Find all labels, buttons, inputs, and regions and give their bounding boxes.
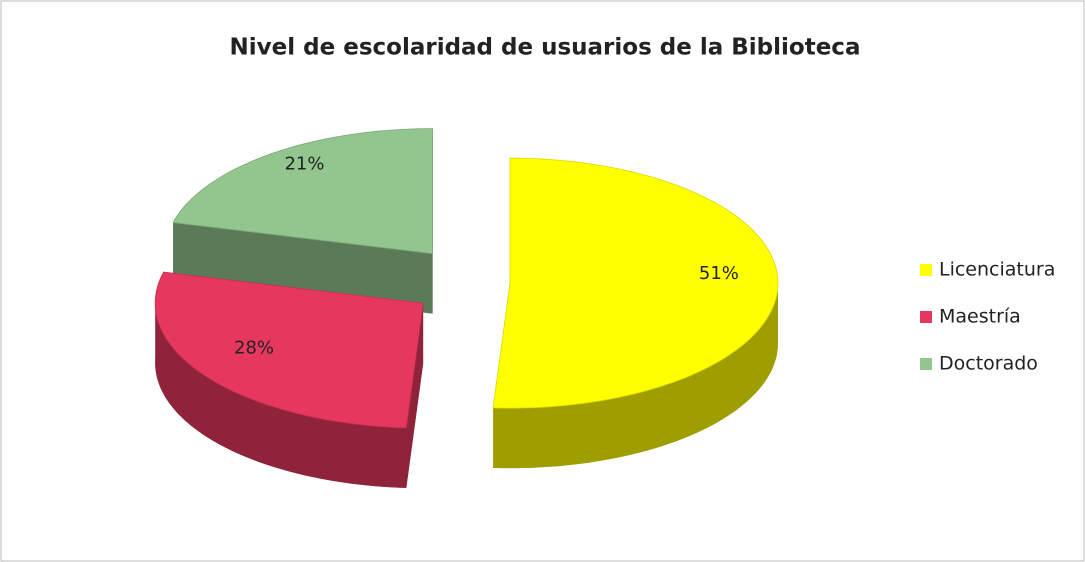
legend-label: Licenciatura xyxy=(939,259,1055,281)
pie-slice xyxy=(154,271,424,429)
legend-swatch xyxy=(920,358,932,370)
pie-slice-group: 51% xyxy=(492,157,779,469)
data-label: 51% xyxy=(699,263,739,284)
pie-slice xyxy=(172,128,433,255)
pie-slice-group: 28% xyxy=(154,271,424,488)
data-label: 21% xyxy=(284,154,324,175)
legend-swatch xyxy=(920,311,932,323)
legend-swatch xyxy=(920,264,932,276)
data-label: 28% xyxy=(234,337,274,358)
legend-label: Doctorado xyxy=(939,353,1038,375)
chart-title: Nivel de escolaridad de usuarios de la B… xyxy=(230,35,861,61)
legend-label: Maestría xyxy=(939,306,1021,328)
pie-slice xyxy=(492,157,779,409)
